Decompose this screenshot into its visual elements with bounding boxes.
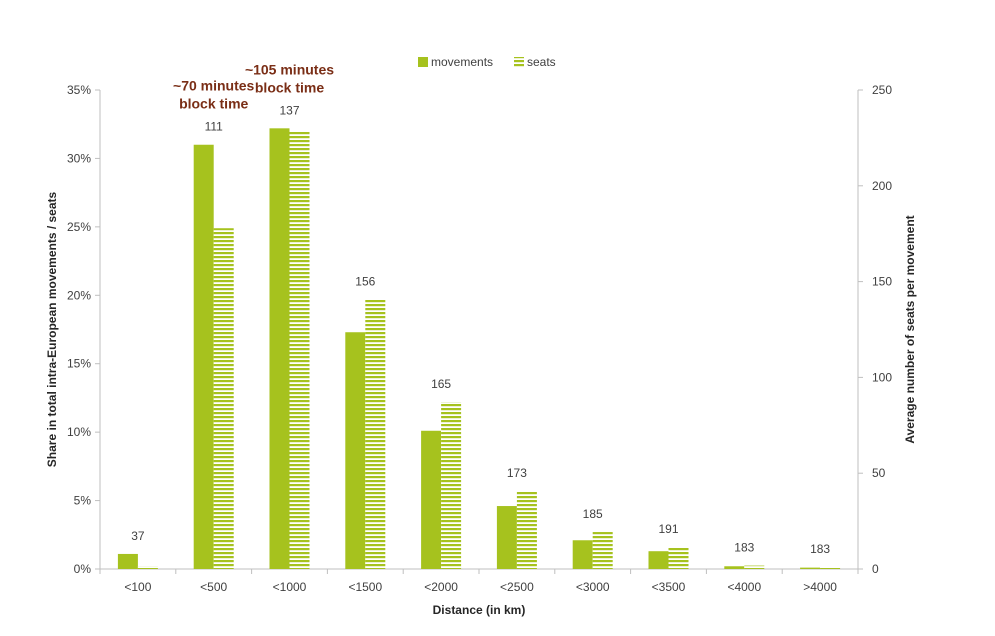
bar-value-label: 173 [507, 466, 527, 480]
annotation-text: ~70 minutes [173, 78, 255, 94]
bar-movements [572, 540, 593, 569]
bar-seats [441, 402, 462, 569]
y-axis-title: Share in total intra-European movements … [45, 191, 59, 467]
bar-value-label: 185 [583, 507, 603, 521]
bar-movements [496, 506, 517, 569]
bar-movements [269, 128, 290, 569]
x-tick-label: <1000 [273, 580, 307, 594]
y-tick-label: 25% [67, 220, 91, 234]
y-tick-label: 20% [67, 288, 91, 302]
bar-value-label: 37 [131, 529, 145, 543]
legend-label-movements: movements [431, 55, 493, 69]
y2-tick-label: 250 [872, 83, 892, 97]
bar-movements [800, 567, 821, 569]
x-tick-label: <3500 [652, 580, 686, 594]
x-tick-label: <3000 [576, 580, 610, 594]
bar-value-label: 156 [355, 274, 375, 288]
bar-value-label: 111 [205, 120, 224, 134]
y2-tick-label: 100 [872, 370, 892, 384]
legend-swatch-seats [514, 57, 524, 67]
y2-tick-label: 50 [872, 466, 886, 480]
x-tick-label: <2000 [424, 580, 458, 594]
bar-seats [289, 131, 310, 570]
labels: 37 111 137 156 165 173 185 191 183 183 ~70 minutes… [131, 61, 830, 556]
bar-movements [724, 566, 745, 569]
x-tick-label: >4000 [803, 580, 837, 594]
annotation-text: block time [255, 79, 324, 95]
bar-seats [744, 565, 765, 569]
y-tick-label: 30% [67, 151, 91, 165]
x-tick-label: <100 [124, 580, 151, 594]
x-tick-label: <1500 [348, 580, 382, 594]
bar-movements [117, 553, 138, 569]
y-tick-label: 35% [67, 83, 91, 97]
bar-movements [648, 551, 669, 569]
bar-value-label: 165 [431, 377, 451, 391]
bar-value-label: 183 [734, 541, 754, 555]
bar-seats [137, 566, 158, 569]
y2-tick-label: 0 [872, 562, 879, 576]
x-axis-title: Distance (in km) [433, 603, 526, 617]
bar-seats [592, 532, 613, 569]
bar-value-label: 183 [810, 542, 830, 556]
y2-tick-label: 200 [872, 179, 892, 193]
y-tick-label: 5% [74, 494, 92, 508]
y-tick-label: 15% [67, 357, 91, 371]
x-tick-label: <4000 [727, 580, 761, 594]
annotation-text: ~105 minutes [245, 61, 334, 77]
legend-swatch-movements [418, 57, 428, 67]
x-tick-label: <500 [200, 580, 227, 594]
bar-seats [820, 566, 841, 569]
bar-seats [516, 490, 537, 569]
bar-seats [668, 547, 689, 569]
x-tick-label: <2500 [500, 580, 534, 594]
bar-seats [365, 299, 386, 569]
bars [117, 128, 841, 570]
bar-seats [213, 228, 234, 569]
y-tick-label: 10% [67, 425, 91, 439]
bar-value-label: 191 [658, 522, 678, 536]
legend-label-seats: seats [527, 55, 556, 69]
bar-value-label: 137 [279, 103, 299, 117]
y2-axis-title: Average number of seats per movement [903, 215, 917, 443]
axes: 0% 5% 10% 15% 20% 25% 30% 35% 0 50 100 150 200 250 <10… [45, 83, 917, 617]
bar-movements [193, 144, 214, 569]
bar-movements [421, 430, 442, 569]
y2-tick-label: 150 [872, 275, 892, 289]
y-tick-label: 0% [74, 562, 92, 576]
annotation-text: block time [179, 96, 248, 112]
bar-movements [345, 332, 366, 569]
legend: movements seats [418, 55, 556, 69]
